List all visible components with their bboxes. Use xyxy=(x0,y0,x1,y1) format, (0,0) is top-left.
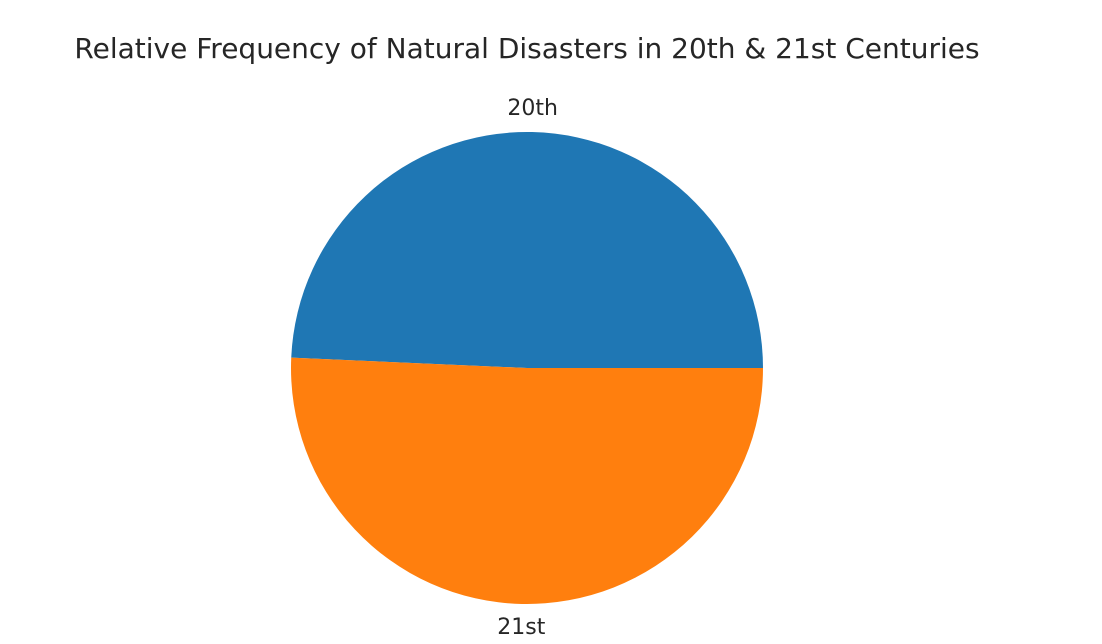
slice-label-20th: 20th xyxy=(507,96,558,121)
pie-slice-21st xyxy=(291,357,763,605)
pie-slice-20th xyxy=(291,132,763,368)
chart-title: Relative Frequency of Natural Disasters … xyxy=(74,32,979,65)
pie-labels: 20th 21st xyxy=(497,96,558,640)
slice-label-21st: 21st xyxy=(497,615,545,640)
pie-slices xyxy=(291,132,763,605)
